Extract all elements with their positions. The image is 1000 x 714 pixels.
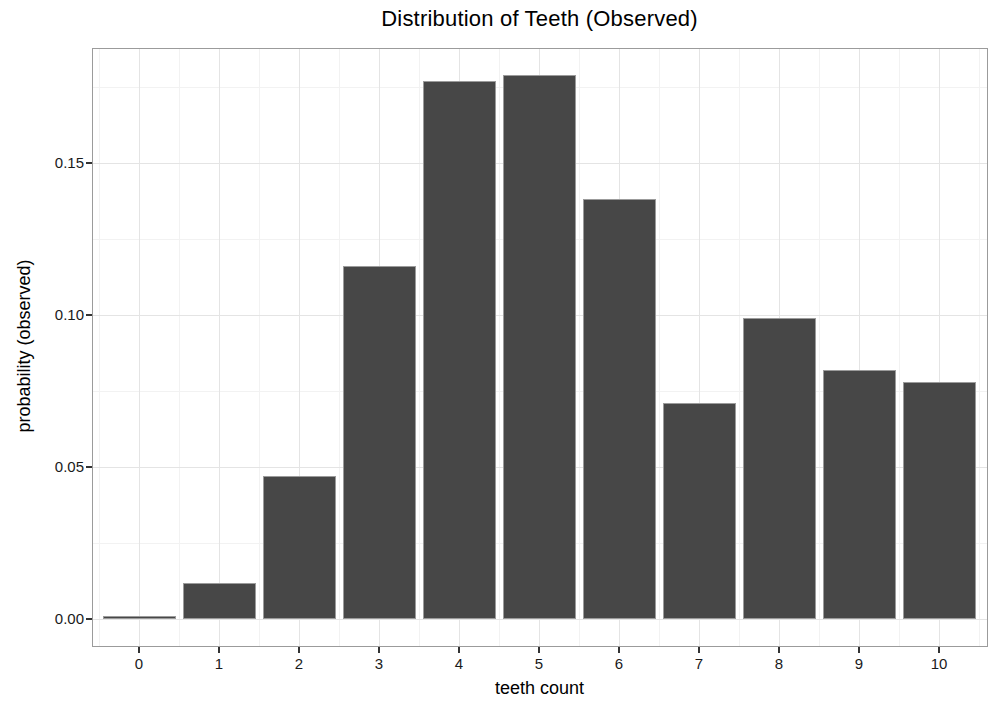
bar-9 [823, 370, 896, 619]
gridline-v-minor [339, 49, 340, 646]
gridline-v-minor [499, 49, 500, 646]
y-tick-mark [86, 466, 92, 468]
gridline-v-minor [739, 49, 740, 646]
x-tick-mark [938, 647, 940, 653]
y-axis-title: probability (observed) [14, 259, 35, 432]
x-tick-label: 8 [757, 655, 801, 673]
x-axis-title: teeth count [92, 678, 987, 699]
gridline-v-minor [579, 49, 580, 646]
y-tick-label: 0.10 [26, 306, 84, 324]
bar-0 [103, 616, 176, 619]
bar-7 [663, 403, 736, 619]
gridline-v-minor [99, 49, 100, 646]
x-tick-mark [458, 647, 460, 653]
bar-2 [263, 476, 336, 619]
x-tick-mark [138, 647, 140, 653]
chart-title: Distribution of Teeth (Observed) [92, 6, 987, 32]
plot-panel [92, 48, 988, 647]
x-tick-mark [378, 647, 380, 653]
gridline-v-minor [259, 49, 260, 646]
y-tick-mark [86, 618, 92, 620]
x-tick-label: 5 [517, 655, 561, 673]
bar-5 [503, 75, 576, 619]
bar-3 [343, 266, 416, 619]
gridline-v-minor [659, 49, 660, 646]
x-tick-label: 2 [277, 655, 321, 673]
y-tick-label: 0.15 [26, 154, 84, 172]
bar-6 [583, 199, 656, 619]
y-tick-mark [86, 314, 92, 316]
x-tick-mark [298, 647, 300, 653]
gridline-v-major [139, 49, 140, 646]
x-tick-label: 6 [597, 655, 641, 673]
bar-chart-figure: Distribution of Teeth (Observed) probabi… [0, 0, 1000, 714]
y-tick-label: 0.00 [26, 610, 84, 628]
y-tick-mark [86, 162, 92, 164]
y-tick-label: 0.05 [26, 458, 84, 476]
x-tick-label: 3 [357, 655, 401, 673]
x-tick-mark [778, 647, 780, 653]
x-tick-label: 4 [437, 655, 481, 673]
x-tick-label: 0 [117, 655, 161, 673]
x-tick-mark [538, 647, 540, 653]
x-tick-mark [618, 647, 620, 653]
x-tick-label: 1 [197, 655, 241, 673]
x-tick-mark [218, 647, 220, 653]
gridline-v-minor [819, 49, 820, 646]
gridline-v-minor [179, 49, 180, 646]
bar-8 [743, 318, 816, 619]
x-tick-label: 10 [917, 655, 961, 673]
gridline-v-minor [899, 49, 900, 646]
x-tick-mark [858, 647, 860, 653]
gridline-h-major [93, 619, 987, 620]
bar-10 [903, 382, 976, 619]
x-tick-label: 7 [677, 655, 721, 673]
gridline-v-minor [419, 49, 420, 646]
bar-4 [423, 81, 496, 619]
gridline-v-major [219, 49, 220, 646]
bar-1 [183, 583, 256, 619]
gridline-v-minor [979, 49, 980, 646]
x-tick-label: 9 [837, 655, 881, 673]
x-tick-mark [698, 647, 700, 653]
